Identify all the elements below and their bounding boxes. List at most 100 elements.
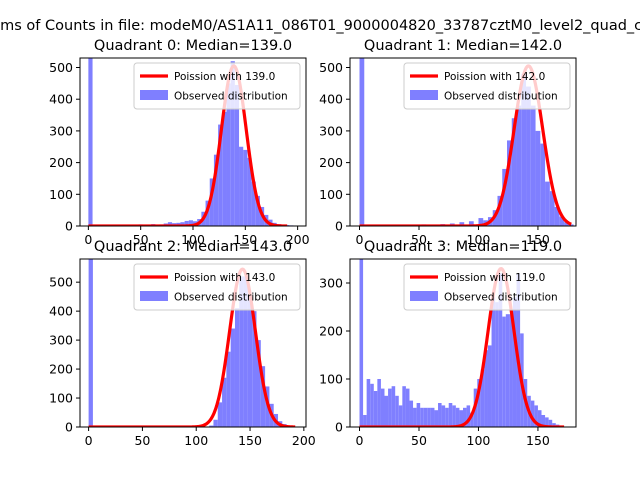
histogram-bar	[184, 220, 189, 226]
y-tick-label: 0	[65, 219, 73, 234]
histogram-bar	[521, 73, 527, 226]
histogram-bar	[430, 407, 435, 427]
histogram-bar	[507, 140, 512, 226]
histogram-bar	[470, 412, 474, 427]
legend: Poission with 142.0 Observed distribution	[403, 62, 571, 110]
y-tick-label: 400	[49, 304, 73, 319]
histogram-bar	[468, 221, 474, 226]
x-tick-label: 100	[467, 232, 491, 247]
histogram-bar	[359, 58, 365, 226]
histogram-bar	[88, 58, 93, 226]
y-tick-label: 500	[49, 275, 73, 290]
histogram-bar	[213, 419, 218, 427]
y-tick-label: 100	[319, 187, 343, 202]
legend-label-observed: Observed distribution	[444, 91, 558, 103]
histogram-bar	[530, 400, 535, 427]
subplot-quadrant-3: Quadrant 3: Median=119.0 0 50 100 150 0 100 200…	[319, 239, 577, 448]
y-tick-label: 100	[319, 372, 343, 387]
subplot-quadrant-1: Quadrant 1: Median=142.0 0 50 100 150 0 100 200…	[319, 38, 577, 247]
legend: Poission with 139.0 Observed distribution	[133, 62, 301, 110]
histogram-bar	[373, 391, 378, 427]
y-tick-label: 400	[319, 92, 343, 107]
histogram-bar	[209, 178, 214, 226]
histogram-bar	[230, 328, 235, 427]
histogram-bar	[427, 407, 431, 427]
y-tick-label: 300	[49, 333, 73, 348]
plot-area	[87, 58, 294, 226]
histogram-bar	[434, 410, 439, 427]
legend-label-observed: Observed distribution	[174, 91, 288, 103]
x-tick-label: 0	[85, 433, 93, 448]
histogram-bar	[545, 417, 549, 427]
histogram-bar	[554, 206, 560, 226]
histogram-bar	[230, 61, 235, 226]
histogram-bar	[441, 405, 446, 427]
histogram-bar	[526, 86, 531, 226]
x-tick-label: 50	[133, 232, 149, 247]
histogram-bar	[260, 366, 266, 427]
histogram-bar	[234, 84, 240, 226]
histogram-bar	[395, 395, 399, 427]
poisson-curve	[358, 267, 566, 427]
histogram-bar	[505, 314, 510, 427]
axes-frame	[79, 258, 307, 428]
histogram-bar	[459, 222, 465, 226]
histogram-bar	[516, 273, 521, 427]
histogram-bar	[511, 118, 517, 226]
subplot-title: Quadrant 1: Median=142.0	[364, 38, 562, 54]
histogram-bar	[502, 168, 508, 226]
histogram-bar	[491, 297, 496, 427]
histogram-bar	[478, 218, 484, 226]
histogram-bar	[405, 388, 410, 427]
histogram-bar	[413, 407, 417, 427]
y-tick-label: 300	[49, 123, 73, 138]
histogram-bar	[530, 105, 536, 226]
histogram-bar	[213, 154, 219, 226]
y-tick-label: 200	[319, 324, 343, 339]
x-tick-label: 100	[181, 232, 205, 247]
histogram-bar	[243, 276, 248, 427]
histogram-bar	[384, 395, 389, 427]
legend-bar-swatch	[410, 291, 438, 301]
histogram-bar	[466, 405, 471, 427]
legend-box	[133, 263, 301, 311]
legend-label-observed: Observed distribution	[174, 292, 288, 304]
histogram-bar	[534, 405, 538, 427]
histogram-bar	[167, 222, 173, 226]
legend-box	[403, 263, 571, 311]
histogram-bar	[251, 181, 256, 226]
y-tick-label: 100	[49, 187, 73, 202]
histogram-bar	[226, 83, 231, 226]
y-tick-label: 0	[335, 420, 343, 435]
histogram-bar	[180, 222, 185, 226]
histogram-bar	[402, 386, 406, 427]
histogram-bar	[552, 423, 556, 427]
histogram-bar	[256, 340, 261, 427]
histogram-bar	[495, 302, 499, 427]
histogram-bar	[416, 403, 421, 427]
x-tick-label: 0	[356, 232, 364, 247]
histogram-bar	[370, 383, 374, 427]
histogram-bar	[398, 405, 403, 427]
y-tick-label: 200	[49, 362, 73, 377]
x-tick-label: 200	[292, 433, 316, 448]
subplot-title: Quadrant 0: Median=139.0	[94, 38, 292, 54]
histogram-bar	[448, 403, 453, 427]
x-tick-label: 200	[286, 232, 310, 247]
histogram-bar	[391, 386, 396, 427]
histogram-bar	[540, 143, 546, 226]
histogram-bar	[366, 379, 371, 427]
x-tick-label: 150	[526, 433, 550, 448]
histogram-bar	[535, 130, 541, 226]
x-tick-label: 150	[238, 433, 262, 448]
histogram-bar	[409, 400, 414, 427]
histogram-bar	[209, 425, 214, 427]
histogram-bar	[234, 308, 240, 427]
y-tick-label: 0	[335, 219, 343, 234]
histogram-bar	[377, 379, 381, 427]
histogram-bar	[477, 379, 481, 427]
histogram-bar	[564, 222, 569, 226]
histogram-bar	[484, 350, 488, 427]
histogram-bar	[252, 311, 257, 427]
